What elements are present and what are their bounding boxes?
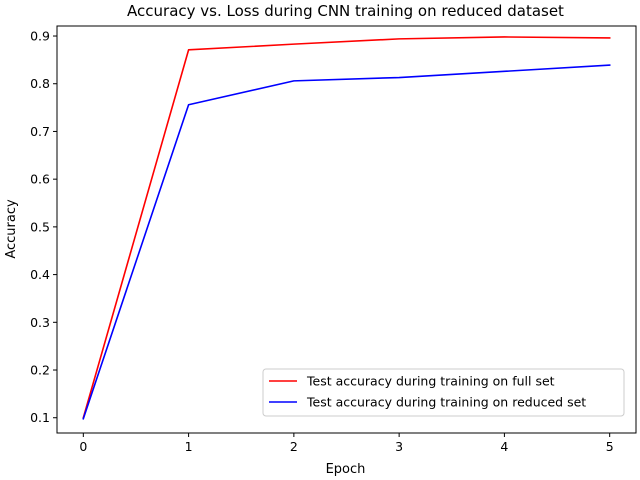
x-tick-label: 2: [290, 439, 298, 454]
plot-area: 0 1 2 3 4 5 0.1 0.2 0.3 0.4 0.5 0.6 0.7 0.8 0.9 Test ac…: [30, 25, 637, 454]
series-line-1: [82, 36, 611, 419]
y-tick-label: 0.5: [30, 219, 50, 234]
legend-label-1: Test accuracy during training on full se…: [306, 374, 555, 389]
series-line-2: [82, 64, 611, 420]
y-tick-label: 0.8: [30, 76, 50, 91]
y-tick-label: 0.1: [30, 410, 50, 425]
y-axis-label: Accuracy: [4, 199, 19, 259]
y-tick-label: 0.2: [30, 363, 50, 378]
chart-title: Accuracy vs. Loss during CNN training on…: [127, 2, 564, 20]
y-tick-label: 0.4: [30, 267, 50, 282]
x-tick-label: 4: [500, 439, 508, 454]
y-tick-label: 0.9: [30, 29, 50, 44]
y-tick-label: 0.3: [30, 315, 50, 330]
x-tick-label: 5: [606, 439, 614, 454]
x-tick-label: 1: [185, 439, 193, 454]
legend-label-2: Test accuracy during training on reduced…: [306, 395, 586, 410]
x-tick-label: 0: [79, 439, 87, 454]
x-tick-label: 3: [395, 439, 403, 454]
y-tick-label: 0.6: [30, 172, 50, 187]
legend-box: [262, 368, 625, 417]
axes-frame: [56, 25, 637, 434]
x-axis-label: Epoch: [326, 462, 366, 477]
y-tick-label: 0.7: [30, 124, 50, 139]
